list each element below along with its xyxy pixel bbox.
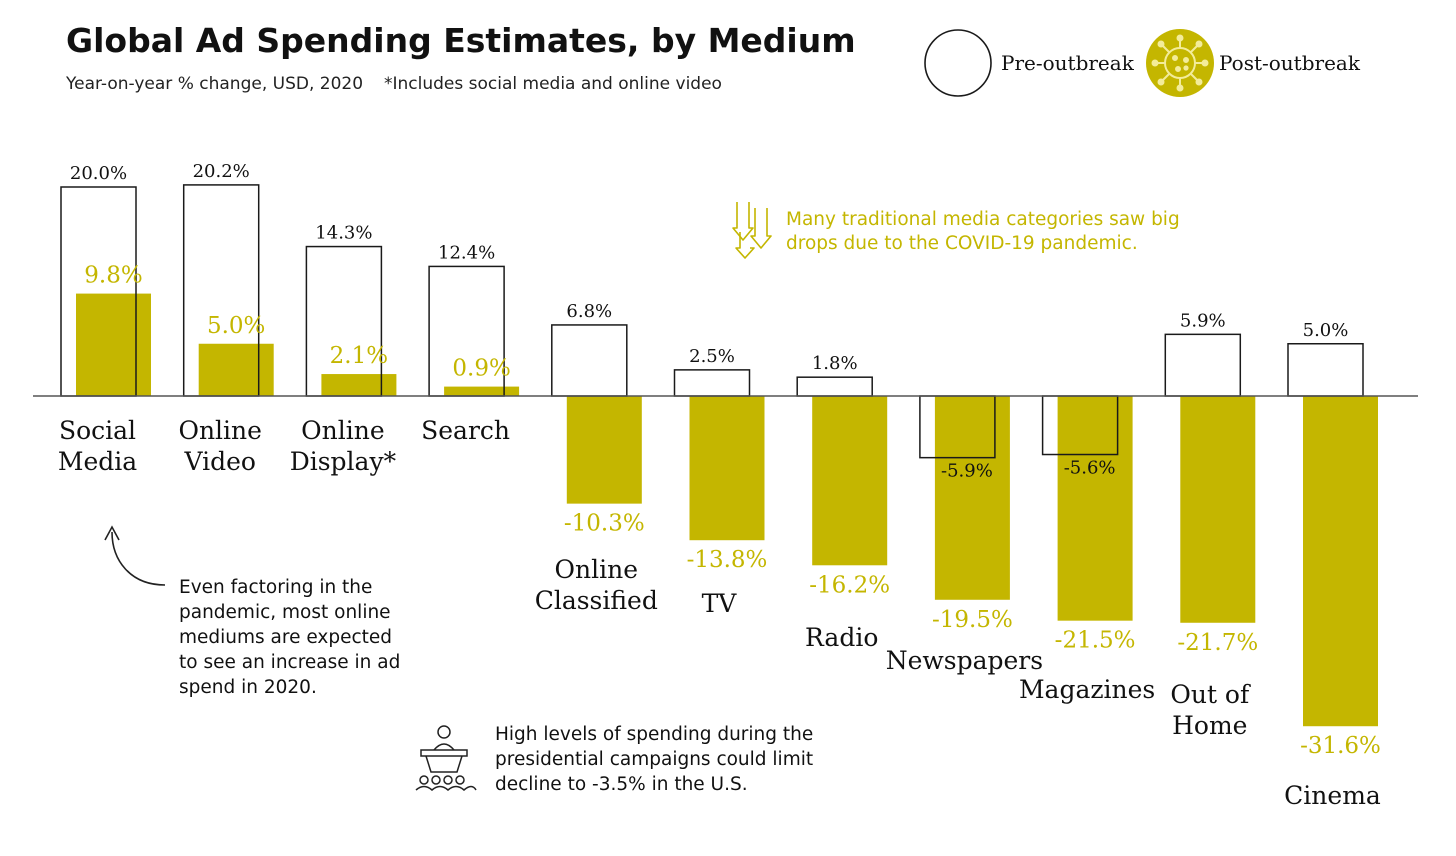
annotation-campaign-line-1: High levels of spending during the — [495, 724, 813, 745]
category-label-online-video: Video — [183, 447, 255, 476]
labels-layer: 20.0%9.8%SocialMedia20.2%5.0%OnlineVideo… — [58, 161, 1381, 810]
annotation-online-line-3: mediums are expected — [179, 627, 392, 648]
category-label-newspapers: Newspapers — [886, 646, 1043, 675]
annotation-traditional-line-1: Many traditional media categories saw bi… — [786, 209, 1180, 230]
label-post-tv: -13.8% — [687, 547, 768, 573]
annotation-online-line-1: Even factoring in the — [179, 577, 372, 598]
bar-pre-online-classified — [551, 324, 628, 397]
bar-post-cinema — [1303, 396, 1378, 727]
label-pre-newspapers: -5.9% — [941, 461, 993, 482]
label-post-social-media: 9.8% — [84, 263, 142, 289]
label-pre-cinema: 5.0% — [1303, 320, 1349, 341]
bars-layer — [60, 184, 1378, 727]
label-pre-out-of-home: 5.9% — [1180, 310, 1226, 331]
bar-pre-radio — [796, 376, 873, 397]
category-label-online-classified: Classified — [535, 586, 658, 615]
annotation-online-line-2: pandemic, most online — [179, 602, 391, 623]
annotation-online-line-5: spend in 2020. — [179, 677, 317, 698]
category-label-radio: Radio — [805, 623, 878, 652]
chart-subtitle: Year-on-year % change, USD, 2020 — [65, 74, 363, 94]
bar-post-online-display — [321, 374, 397, 396]
label-pre-online-classified: 6.8% — [566, 301, 612, 322]
curved-arrow-icon — [111, 531, 166, 586]
bar-pre-tv — [673, 369, 751, 397]
category-label-out-of-home: Home — [1172, 711, 1247, 740]
circle-icon — [924, 29, 992, 97]
annotation-online-line-4: to see an increase in ad — [179, 652, 400, 673]
category-label-online-display: Display* — [290, 447, 397, 476]
chart-footnote: *Includes social media and online video — [384, 74, 722, 94]
bar-post-tv — [689, 396, 765, 541]
annotation-traditional-line-2: drops due to the COVID-19 pandemic. — [786, 233, 1138, 254]
bar-post-search — [444, 386, 520, 396]
bar-post-out-of-home — [1180, 396, 1256, 623]
label-pre-online-video: 20.2% — [193, 161, 250, 182]
label-post-cinema: -31.6% — [1300, 733, 1381, 759]
bar-pre-online-display — [305, 245, 383, 397]
label-pre-magazines: -5.6% — [1064, 458, 1116, 479]
annotation-campaign-line-2: presidential campaigns could limit — [495, 749, 813, 770]
arrow-head-icon — [104, 525, 120, 541]
bar-post-online-video — [198, 343, 274, 396]
bar-post-radio — [812, 396, 888, 566]
podium-crowd-icon — [415, 725, 477, 791]
category-label-social-media: Social — [59, 416, 136, 445]
label-post-radio: -16.2% — [809, 572, 890, 598]
category-label-social-media: Media — [58, 447, 137, 476]
label-pre-tv: 2.5% — [689, 346, 735, 367]
down-arrows-icon — [732, 202, 772, 259]
label-post-magazines: -21.5% — [1055, 628, 1136, 654]
annotation-campaign-line-3: decline to -3.5% in the U.S. — [495, 774, 748, 795]
label-pre-radio: 1.8% — [812, 353, 858, 374]
label-post-search: 0.9% — [452, 356, 510, 382]
chart-title: Global Ad Spending Estimates, by Medium — [66, 21, 856, 60]
label-pre-search: 12.4% — [438, 242, 495, 263]
label-post-online-display: 2.1% — [330, 343, 388, 369]
category-label-online-display: Online — [301, 416, 384, 445]
label-post-out-of-home: -21.7% — [1177, 630, 1258, 656]
bar-post-social-media — [76, 293, 151, 396]
bar-post-magazines — [1057, 396, 1133, 621]
label-post-newspapers: -19.5% — [932, 607, 1013, 633]
category-label-online-video: Online — [178, 416, 261, 445]
legend: Pre-outbreak Post-outbreak — [924, 29, 1361, 97]
category-label-online-classified: Online — [555, 555, 638, 584]
legend-pre-label: Pre-outbreak — [1001, 51, 1135, 75]
category-label-tv: TV — [702, 589, 738, 618]
label-post-online-classified: -10.3% — [564, 511, 645, 537]
category-label-cinema: Cinema — [1284, 781, 1381, 810]
legend-post-label: Post-outbreak — [1219, 51, 1361, 75]
label-post-online-video: 5.0% — [207, 313, 265, 339]
category-label-magazines: Magazines — [1019, 675, 1155, 704]
label-pre-online-display: 14.3% — [315, 223, 372, 244]
bar-post-newspapers — [934, 396, 1010, 600]
bar-pre-out-of-home — [1164, 333, 1242, 397]
virus-icon — [1146, 29, 1214, 97]
bar-post-online-classified — [566, 396, 642, 504]
category-label-out-of-home: Out of — [1170, 680, 1251, 709]
bar-pre-cinema — [1287, 343, 1364, 397]
category-label-search: Search — [421, 416, 510, 445]
label-pre-social-media: 20.0% — [70, 163, 127, 184]
